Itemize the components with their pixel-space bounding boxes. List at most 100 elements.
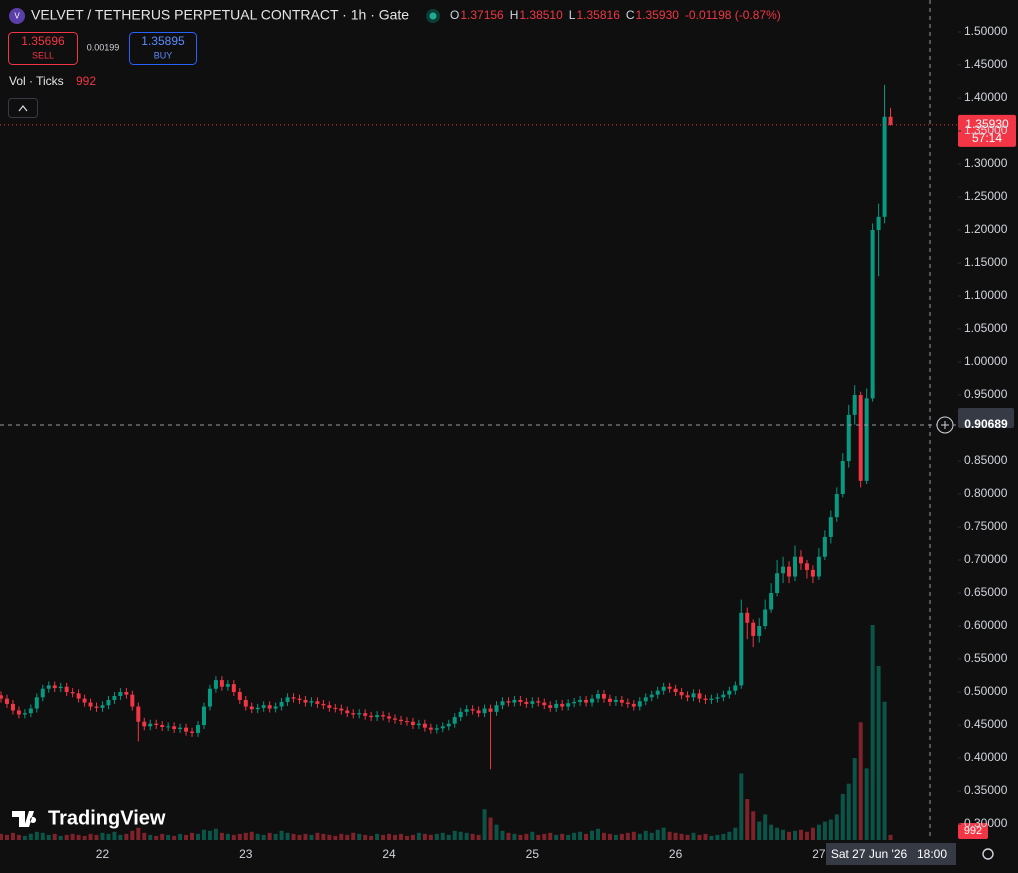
volume-bar — [757, 821, 762, 840]
candle-body — [816, 556, 821, 577]
volume-bar — [804, 831, 809, 840]
candle-body — [398, 719, 403, 722]
volume-bar — [601, 832, 606, 840]
indicator-name[interactable]: Vol · Ticks — [9, 74, 64, 88]
volume-bar — [118, 834, 123, 840]
volume-bar — [315, 832, 320, 840]
volume-bar — [613, 834, 618, 840]
ohlc-key: O — [450, 8, 459, 22]
candle-body — [655, 690, 660, 695]
volume-bar — [112, 831, 117, 840]
volume-bar — [476, 834, 481, 840]
volume-bar — [267, 832, 272, 840]
settings-button[interactable] — [982, 848, 994, 860]
candle-body — [542, 702, 547, 706]
volume-bar — [255, 833, 260, 840]
buy-button[interactable] — [129, 32, 197, 65]
volume-bar — [106, 833, 111, 840]
symbol-icon-glyph: V — [14, 12, 20, 21]
candle-body — [46, 685, 51, 689]
candle-body — [130, 694, 135, 707]
volume-bar — [488, 817, 493, 840]
volume-bar — [578, 831, 583, 840]
candle-body — [10, 703, 15, 711]
candle-body — [560, 703, 565, 707]
candle-body — [596, 694, 600, 699]
x-tick-label: 23 — [239, 847, 253, 861]
volume-bar — [213, 828, 218, 840]
ohlc-key: C — [626, 8, 635, 22]
candle-body — [512, 699, 517, 703]
sell-price: 1.35696 — [21, 34, 65, 48]
candle-body — [572, 701, 577, 704]
candle-body — [834, 494, 839, 518]
candle-body — [506, 701, 511, 703]
y-tick-label: 1.10000 — [964, 288, 1008, 302]
candle-body — [810, 569, 815, 577]
candle-body — [566, 703, 571, 707]
volume-bar — [172, 835, 177, 840]
volume-bar — [207, 830, 212, 840]
candle-body — [285, 697, 290, 702]
volume-bar — [631, 831, 636, 840]
volume-bar — [596, 828, 600, 840]
candle-body — [846, 414, 851, 462]
candle-body — [733, 685, 738, 691]
volume-bar — [88, 833, 93, 840]
volume-bar — [482, 809, 487, 840]
y-tick-label: 0.80000 — [964, 486, 1008, 500]
candle-body — [136, 706, 141, 722]
volume-bar — [697, 834, 702, 840]
candle-body — [357, 713, 362, 715]
candle-body — [172, 726, 177, 729]
candle-body — [339, 708, 344, 711]
ohlc-value: 1.35930 — [636, 8, 680, 22]
symbol-title[interactable]: VELVET / TETHERUS PERPETUAL CONTRACT · 1… — [31, 7, 409, 23]
volume-bar — [763, 814, 768, 840]
volume-bar — [363, 834, 368, 840]
volume-bar — [160, 833, 165, 840]
volume-bar — [184, 834, 189, 840]
volume-bar — [357, 833, 362, 840]
volume-bar — [219, 832, 224, 840]
volume-bar — [10, 832, 15, 840]
crosshair-price: 0.90689 — [964, 417, 1008, 431]
candle-body — [76, 693, 81, 699]
candle-body — [548, 705, 553, 708]
volume-label-box — [958, 823, 988, 839]
collapse-button[interactable] — [8, 98, 38, 118]
volume-bar — [16, 834, 21, 840]
candle-body — [70, 692, 75, 694]
ohlc-legend: O 1.37156 H 1.38510 L 1.35816 C 1.35930 -0.01198… — [450, 8, 781, 22]
volume-label: 992 — [964, 825, 982, 837]
volume-bar — [512, 833, 517, 840]
y-tick-label: 0.85000 — [964, 453, 1008, 467]
volume-bar — [536, 834, 541, 840]
candle-body — [279, 701, 284, 707]
candle-body — [673, 688, 678, 693]
candle-body — [840, 461, 845, 495]
candle-body — [351, 713, 356, 715]
x-tick-label: 26 — [669, 847, 683, 861]
volume-bar — [464, 832, 469, 840]
crosshair-time: 18:00 — [917, 847, 947, 861]
y-tick-label: 1.05000 — [964, 321, 1008, 335]
volume-bar — [345, 834, 350, 840]
candle-body — [757, 626, 762, 636]
volume-bar — [303, 833, 308, 840]
volume-bar — [34, 831, 39, 840]
volume-bar — [279, 830, 284, 840]
candle-body — [422, 723, 427, 728]
sell-button[interactable] — [8, 32, 78, 65]
volume-bar — [52, 833, 57, 840]
volume-bar — [148, 834, 153, 840]
candle-body — [793, 556, 798, 577]
volume-bar — [876, 665, 881, 840]
candle-body — [494, 705, 499, 712]
candle-body — [763, 609, 768, 627]
volume-bar — [560, 833, 565, 840]
candle-body — [321, 703, 326, 706]
candle-body — [291, 697, 296, 699]
volume-bar — [572, 832, 577, 840]
ohlc-key: H — [510, 8, 519, 22]
